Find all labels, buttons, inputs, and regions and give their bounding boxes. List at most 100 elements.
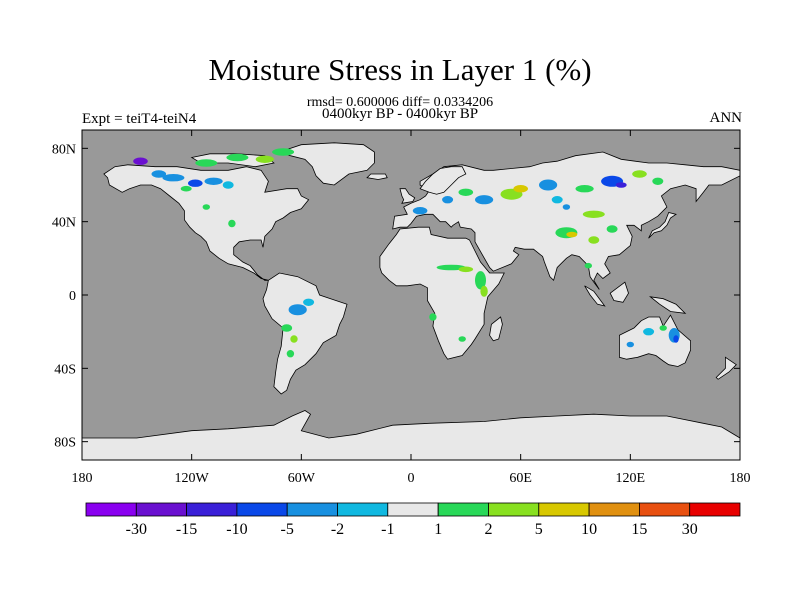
borneo-land [609,281,629,303]
anomaly-patch [133,157,148,165]
anomaly-patch [584,262,592,269]
scandinavia-land [419,166,467,195]
colorbar-swatch [689,502,741,517]
experiment-label: Expt = teiT4-teiN4 [82,111,197,127]
anomaly-patch [575,185,594,193]
anomaly-patch [303,298,315,306]
anomaly-patch [588,236,600,244]
stats-subtitle: rmsd= 0.600006 diff= 0.0334206 [306,95,494,110]
colorbar-label: -1 [381,521,394,538]
anomaly-patch [513,185,528,193]
lon-tick-label: 180 [72,471,93,486]
anomaly-patch [436,264,466,271]
colorbar-swatch [538,502,590,517]
anomaly-patch [272,148,295,156]
anomaly-patch [151,170,167,178]
anomaly-patch [551,196,563,204]
anomaly-patch [204,177,223,185]
colorbar: -30 -15 -10 -5 -2 -1 1 2 5 10 15 30 [85,502,741,538]
colorbar-label: -5 [281,521,294,538]
anomaly-patch [480,285,488,297]
colorbar-label: 2 [485,521,493,538]
anomaly-patch [162,174,185,182]
anomaly-patch [458,336,466,342]
anomaly-patch [643,328,655,336]
lon-tick-label: 180 [730,471,751,486]
antarctica-land [82,410,740,460]
colorbar-label: 1 [434,521,442,538]
anomaly-patch [582,210,605,218]
anomaly-patch [202,204,210,210]
season-label: ANN [709,110,743,126]
britain-land [399,188,416,204]
colorbar-swatch [337,502,389,517]
australia-land [619,314,691,367]
anomaly-patch [615,182,627,188]
colorbar-swatch [588,502,640,517]
plot-title: Moisture Stress in Layer 1 (%) [208,52,592,87]
anomaly-patch [288,304,307,316]
lon-tick-label: 120E [616,471,646,486]
colorbar-swatch [488,502,540,517]
colorbar-swatch [236,502,288,517]
colorbar-swatch [286,502,338,517]
anomaly-patch [659,325,667,331]
lat-tick-label: 0 [69,289,76,304]
anomaly-patch [475,271,486,290]
north-america-land [103,164,310,281]
latitude-axis: 80N 40N 0 40S 80S [52,142,740,451]
anomaly-patch [458,188,474,196]
colorbar-swatch [437,502,489,517]
indonesia-land [584,285,606,307]
colorbar-swatch [186,502,238,517]
colorbar-label: -10 [226,521,247,538]
anomaly-patch [566,231,578,238]
colorbar-label: 30 [682,521,698,538]
anomaly-patch [412,207,428,215]
anomaly-patch [632,170,647,178]
africa-land [379,226,505,360]
anomaly-patch [606,225,618,233]
anomaly-patch [458,266,474,273]
anomaly-patch [475,195,494,205]
south-america-land [262,272,348,395]
anomaly-patch [188,179,203,187]
anomaly-patch [195,159,218,167]
anomaly-fields [133,148,680,358]
colorbar-swatch [387,502,439,517]
lat-tick-label: 40N [52,216,76,231]
greenland-land [278,142,375,186]
madagascar-land [489,316,503,342]
anomaly-patch [290,335,298,343]
japan-land [648,212,677,239]
colorbar-label: -2 [331,521,344,538]
anomaly-patch [442,196,454,204]
anomaly-patch [539,179,558,191]
anomaly-patch [222,181,234,189]
lon-tick-label: 60E [509,471,532,486]
anomaly-patch [226,153,249,162]
colorbar-label: -15 [176,521,197,538]
lon-tick-label: 120W [175,471,210,486]
lon-tick-label: 0 [408,471,415,486]
land-masses [82,142,740,460]
colorbar-label: 5 [535,521,543,538]
anomaly-patch [286,350,295,358]
colorbar-swatch [135,502,188,517]
anomaly-patch [626,341,634,348]
anomaly-patch [281,324,293,332]
colorbar-swatch [85,502,137,517]
iceland-land [366,173,388,180]
colorbar-label: 10 [581,521,597,538]
lon-tick-label: 60W [288,471,316,486]
new-guinea-land [649,296,687,314]
anomaly-patch [255,155,274,163]
anomaly-patch [228,219,236,228]
anomaly-patch [652,177,664,185]
new-zealand-land [715,356,737,380]
anomaly-patch [429,313,437,321]
colorbar-label: 15 [631,521,647,538]
longitude-axis: 180 120W 60W 0 60E 120E 180 [72,130,751,486]
colorbar-label: -30 [126,521,147,538]
